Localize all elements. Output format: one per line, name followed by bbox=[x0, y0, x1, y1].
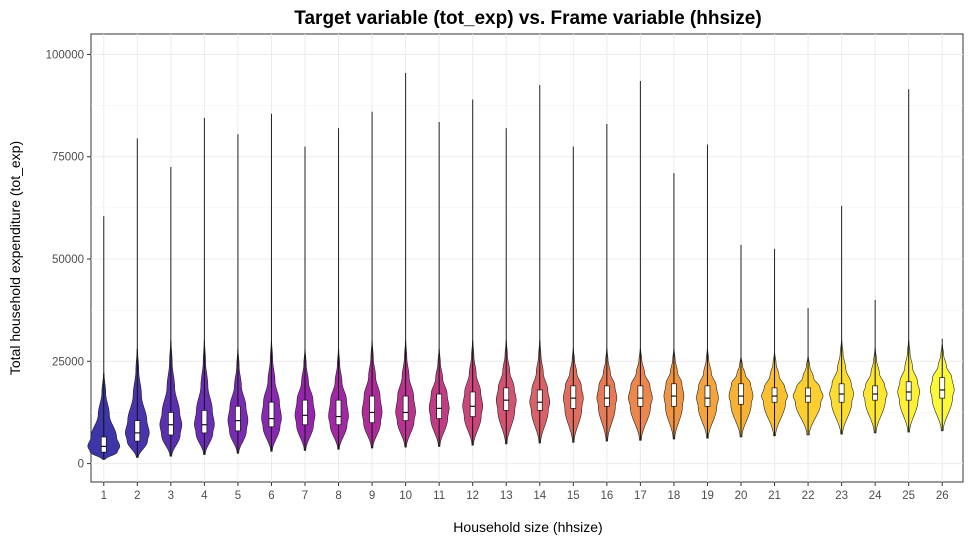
box-iqr bbox=[302, 399, 308, 426]
x-tick-label: 21 bbox=[768, 490, 781, 502]
box-iqr bbox=[469, 391, 476, 417]
x-tick-label: 3 bbox=[168, 490, 174, 502]
violin-group-9 bbox=[361, 111, 383, 449]
x-tick-label: 25 bbox=[902, 490, 915, 502]
violin-group-17 bbox=[628, 81, 653, 441]
violin-group-5 bbox=[227, 134, 249, 454]
box-iqr bbox=[603, 385, 610, 407]
x-tick-label: 15 bbox=[567, 490, 580, 502]
box-iqr bbox=[838, 383, 845, 403]
violin-group-25 bbox=[897, 89, 920, 433]
violin-group-6 bbox=[261, 113, 282, 452]
box-iqr bbox=[671, 383, 677, 407]
violin-group-22 bbox=[792, 308, 824, 436]
x-tick-label: 14 bbox=[533, 490, 546, 502]
violin-group-7 bbox=[294, 146, 316, 451]
x-tick-label: 22 bbox=[802, 490, 815, 502]
x-axis-label: Household size (hhsize) bbox=[453, 519, 602, 535]
x-tick-label: 20 bbox=[735, 490, 748, 502]
y-axis-ticks: 0 25000 50000 75000 100000 bbox=[46, 49, 91, 471]
x-tick-label: 8 bbox=[335, 490, 341, 502]
x-tick-label: 18 bbox=[668, 490, 681, 502]
x-axis-ticks: 1 2 3 4 5 6 7 8 9 10 11 12 13 14 15 16 17 18 19 20 21 22 23 24 2… bbox=[101, 482, 949, 502]
box-iqr bbox=[100, 436, 107, 453]
violin-group-12 bbox=[462, 99, 483, 446]
box-iqr bbox=[201, 410, 208, 434]
x-tick-label: 7 bbox=[302, 490, 308, 502]
x-tick-label: 23 bbox=[835, 490, 848, 502]
y-tick-label: 75000 bbox=[52, 152, 84, 164]
violin-group-23 bbox=[829, 205, 854, 435]
box-iqr bbox=[805, 387, 811, 403]
box-iqr bbox=[268, 401, 275, 428]
violin-group-4 bbox=[194, 117, 215, 455]
violin-group-3 bbox=[159, 166, 183, 457]
violin-group-16 bbox=[596, 124, 618, 442]
box-iqr bbox=[570, 385, 577, 409]
violin-group-14 bbox=[529, 85, 551, 444]
x-tick-label: 24 bbox=[869, 490, 882, 502]
box-iqr bbox=[872, 385, 879, 401]
box-iqr bbox=[369, 395, 375, 424]
x-tick-label: 11 bbox=[433, 490, 445, 502]
y-tick-label: 100000 bbox=[46, 49, 84, 61]
x-tick-label: 26 bbox=[936, 490, 949, 502]
x-tick-label: 16 bbox=[600, 490, 613, 502]
violin-group-8 bbox=[328, 128, 349, 450]
y-tick-label: 0 bbox=[78, 459, 84, 471]
plot-panel bbox=[90, 33, 964, 483]
box-iqr bbox=[235, 405, 241, 432]
violin-group-15 bbox=[563, 146, 584, 443]
x-tick-label: 17 bbox=[634, 490, 647, 502]
x-tick-label: 10 bbox=[399, 490, 412, 502]
violin-group-11 bbox=[428, 121, 450, 447]
box-iqr bbox=[134, 420, 141, 442]
box-iqr bbox=[905, 381, 912, 401]
violin-group-19 bbox=[696, 144, 719, 439]
violin-group-10 bbox=[395, 72, 416, 448]
x-tick-label: 5 bbox=[235, 490, 241, 502]
violin-group-26 bbox=[929, 338, 955, 432]
box-iqr bbox=[436, 393, 443, 419]
violins bbox=[87, 72, 955, 460]
box-iqr bbox=[771, 387, 778, 403]
violin-group-1 bbox=[87, 216, 121, 460]
x-tick-label: 12 bbox=[466, 490, 479, 502]
y-axis-label: Total household expenditure (tot_exp) bbox=[7, 141, 23, 375]
x-tick-label: 19 bbox=[701, 490, 714, 502]
violin-group-21 bbox=[761, 248, 788, 437]
box-iqr bbox=[335, 399, 342, 426]
violin-group-20 bbox=[728, 244, 754, 438]
violin-group-24 bbox=[862, 299, 888, 434]
box-iqr bbox=[503, 387, 510, 411]
box-iqr bbox=[738, 383, 744, 405]
violin-group-18 bbox=[663, 173, 685, 440]
box-iqr bbox=[637, 385, 644, 407]
x-tick-label: 4 bbox=[201, 490, 208, 502]
x-tick-label: 1 bbox=[101, 490, 107, 502]
box-iqr bbox=[704, 385, 711, 407]
violin-group-2 bbox=[125, 138, 150, 458]
box-iqr bbox=[939, 377, 946, 399]
y-tick-label: 25000 bbox=[52, 356, 84, 368]
x-tick-label: 2 bbox=[134, 490, 140, 502]
chart-title: Target variable (tot_exp) vs. Frame vari… bbox=[294, 8, 761, 29]
violin-group-13 bbox=[495, 128, 517, 445]
x-tick-label: 13 bbox=[500, 490, 513, 502]
y-tick-label: 50000 bbox=[52, 254, 84, 266]
x-tick-label: 6 bbox=[268, 490, 274, 502]
box-iqr bbox=[536, 389, 543, 411]
box-iqr bbox=[402, 395, 409, 421]
box-iqr bbox=[167, 412, 174, 436]
x-tick-label: 9 bbox=[369, 490, 375, 502]
